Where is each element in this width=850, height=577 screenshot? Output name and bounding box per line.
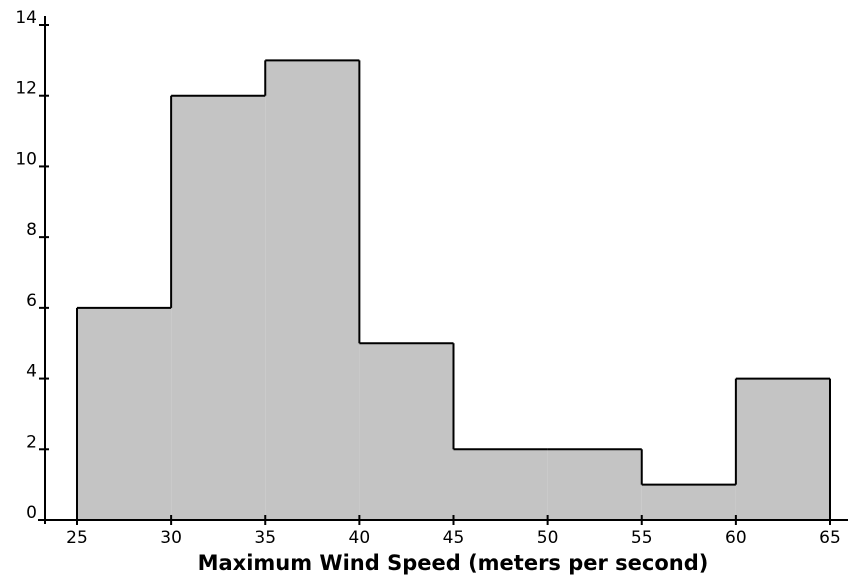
x-tick-label-45: 45 bbox=[443, 528, 465, 548]
x-tick-label-50: 50 bbox=[537, 528, 559, 548]
histogram-bar-45-50 bbox=[453, 449, 548, 520]
axes bbox=[38, 16, 848, 524]
histogram-bar-50-55 bbox=[547, 449, 642, 520]
y-tick-label-10: 10 bbox=[15, 149, 37, 169]
y-tick-label-2: 2 bbox=[26, 432, 37, 452]
x-tick-label-55: 55 bbox=[631, 528, 653, 548]
y-tick-label-12: 12 bbox=[15, 79, 37, 99]
y-tick-label-0: 0 bbox=[26, 503, 37, 523]
histogram-bars bbox=[76, 59, 831, 520]
y-tick-label-8: 8 bbox=[26, 220, 37, 240]
y-tick-label-6: 6 bbox=[26, 291, 37, 311]
x-tick-label-60: 60 bbox=[725, 528, 747, 548]
x-tick-label-40: 40 bbox=[349, 528, 371, 548]
x-tick-label-65: 65 bbox=[819, 528, 841, 548]
histogram-bar-30-35 bbox=[171, 95, 266, 520]
x-tick-label-35: 35 bbox=[254, 528, 276, 548]
histogram-bar-35-40 bbox=[265, 60, 360, 520]
y-tick-label-4: 4 bbox=[26, 362, 37, 382]
histogram-bar-25-30 bbox=[77, 307, 172, 520]
y-axis-ticks: 0 2 4 6 8 10 12 14 bbox=[15, 8, 49, 523]
histogram-bar-55-60 bbox=[641, 484, 736, 520]
x-tick-label-30: 30 bbox=[160, 528, 182, 548]
y-tick-label-14: 14 bbox=[15, 8, 37, 28]
histogram-bar-60-65 bbox=[735, 378, 830, 520]
x-axis-ticks: 25 30 35 40 45 50 55 60 65 bbox=[66, 515, 841, 548]
histogram-bar-40-45 bbox=[359, 343, 454, 520]
x-axis-title: Maximum Wind Speed (meters per second) bbox=[198, 551, 709, 575]
x-tick-label-25: 25 bbox=[66, 528, 88, 548]
